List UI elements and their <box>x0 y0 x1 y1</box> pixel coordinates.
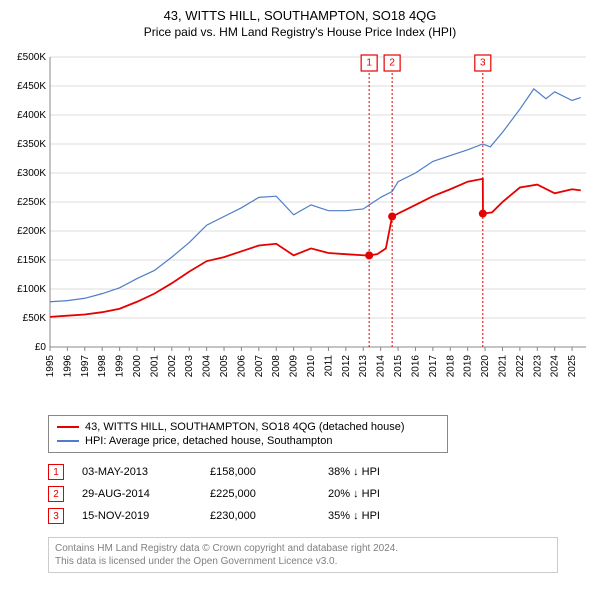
event-price: £158,000 <box>210 466 310 478</box>
svg-text:2010: 2010 <box>306 355 317 378</box>
attribution-footer: Contains HM Land Registry data © Crown c… <box>48 537 558 573</box>
svg-text:2012: 2012 <box>341 355 352 378</box>
svg-text:£450K: £450K <box>17 81 46 92</box>
svg-text:2025: 2025 <box>567 355 578 378</box>
event-row: 1 03-MAY-2013 £158,000 38% ↓ HPI <box>48 461 590 483</box>
svg-text:£0: £0 <box>35 342 47 353</box>
svg-text:2021: 2021 <box>497 355 508 378</box>
legend-swatch <box>57 440 79 442</box>
svg-text:2001: 2001 <box>149 355 160 378</box>
svg-text:£150K: £150K <box>17 255 46 266</box>
svg-text:2005: 2005 <box>219 355 230 378</box>
svg-text:2000: 2000 <box>132 355 143 378</box>
svg-text:2011: 2011 <box>323 355 334 377</box>
legend-row: 43, WITTS HILL, SOUTHAMPTON, SO18 4QG (d… <box>57 420 439 434</box>
legend-label: 43, WITTS HILL, SOUTHAMPTON, SO18 4QG (d… <box>85 421 405 433</box>
svg-text:2: 2 <box>389 58 395 69</box>
svg-text:£50K: £50K <box>23 313 47 324</box>
svg-text:1997: 1997 <box>80 355 91 378</box>
event-row: 2 29-AUG-2014 £225,000 20% ↓ HPI <box>48 483 590 505</box>
chart-subtitle: Price paid vs. HM Land Registry's House … <box>6 25 594 39</box>
svg-text:2013: 2013 <box>358 355 369 378</box>
footer-line-2: This data is licensed under the Open Gov… <box>55 555 551 568</box>
svg-text:2019: 2019 <box>463 355 474 378</box>
chart: £0 £50K £100K £150K £200K £250K £300K £350K £400… <box>6 47 592 407</box>
footer-line-1: Contains HM Land Registry data © Crown c… <box>55 542 551 555</box>
svg-text:2009: 2009 <box>289 355 300 378</box>
event-price: £225,000 <box>210 488 310 500</box>
event-diff: 38% ↓ HPI <box>328 466 438 478</box>
legend-swatch <box>57 426 79 428</box>
svg-text:2003: 2003 <box>184 355 195 378</box>
legend: 43, WITTS HILL, SOUTHAMPTON, SO18 4QG (d… <box>48 415 448 453</box>
event-diff: 20% ↓ HPI <box>328 488 438 500</box>
event-date: 15-NOV-2019 <box>82 510 192 522</box>
svg-text:£400K: £400K <box>17 110 46 121</box>
svg-text:3: 3 <box>480 58 486 69</box>
event-marker: 1 <box>48 464 64 480</box>
svg-text:1: 1 <box>366 58 372 69</box>
event-date: 29-AUG-2014 <box>82 488 192 500</box>
svg-text:2016: 2016 <box>410 355 421 378</box>
svg-text:£350K: £350K <box>17 139 46 150</box>
svg-text:1996: 1996 <box>62 355 73 378</box>
event-date: 03-MAY-2013 <box>82 466 192 478</box>
svg-text:2017: 2017 <box>428 355 439 378</box>
svg-text:£200K: £200K <box>17 226 46 237</box>
chart-svg: £0 £50K £100K £150K £200K £250K £300K £350K £400… <box>6 47 592 407</box>
svg-text:2002: 2002 <box>167 355 178 378</box>
chart-title: 43, WITTS HILL, SOUTHAMPTON, SO18 4QG <box>6 8 594 23</box>
legend-row: HPI: Average price, detached house, Sout… <box>57 434 439 448</box>
event-diff: 35% ↓ HPI <box>328 510 438 522</box>
svg-text:£100K: £100K <box>17 284 46 295</box>
event-row: 3 15-NOV-2019 £230,000 35% ↓ HPI <box>48 505 590 527</box>
legend-label: HPI: Average price, detached house, Sout… <box>85 435 332 447</box>
event-price: £230,000 <box>210 510 310 522</box>
svg-text:2015: 2015 <box>393 355 404 378</box>
svg-text:2023: 2023 <box>532 355 543 378</box>
svg-text:1998: 1998 <box>97 355 108 378</box>
svg-text:2018: 2018 <box>445 355 456 378</box>
svg-text:£300K: £300K <box>17 168 46 179</box>
event-marker: 3 <box>48 508 64 524</box>
event-marker: 2 <box>48 486 64 502</box>
svg-text:£500K: £500K <box>17 52 46 63</box>
svg-text:2020: 2020 <box>480 355 491 378</box>
svg-text:2004: 2004 <box>202 355 213 378</box>
svg-text:2006: 2006 <box>236 355 247 378</box>
svg-text:2007: 2007 <box>254 355 265 378</box>
svg-text:2014: 2014 <box>376 355 387 378</box>
svg-text:1995: 1995 <box>45 355 56 378</box>
svg-text:2008: 2008 <box>271 355 282 378</box>
events-table: 1 03-MAY-2013 £158,000 38% ↓ HPI 2 29-AUG-201… <box>48 461 590 527</box>
svg-text:£250K: £250K <box>17 197 46 208</box>
svg-text:2022: 2022 <box>515 355 526 378</box>
svg-text:1999: 1999 <box>115 355 126 378</box>
svg-text:2024: 2024 <box>550 355 561 378</box>
